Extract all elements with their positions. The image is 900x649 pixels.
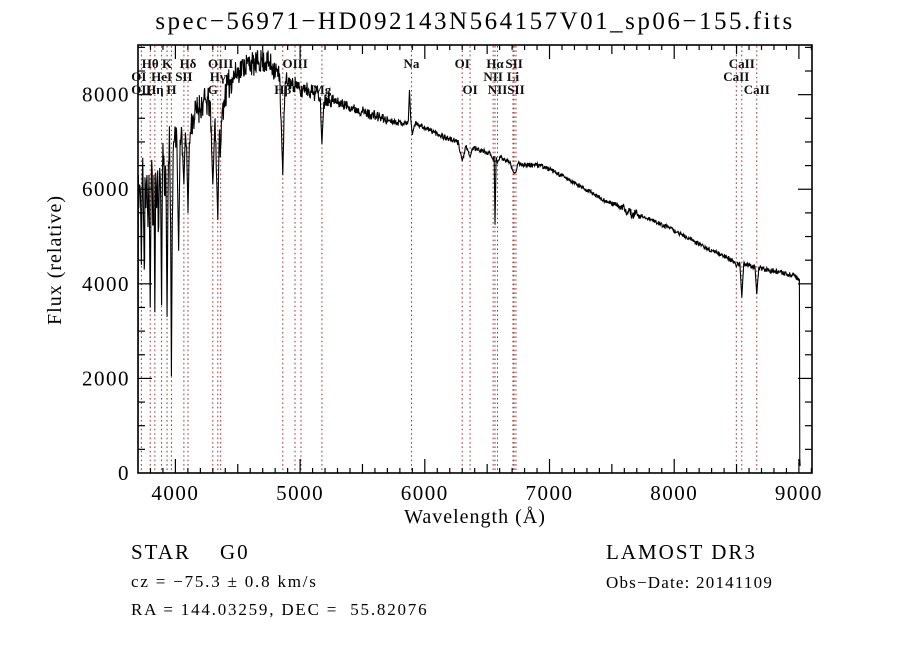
survey-release-text: LAMOST DR3	[606, 540, 757, 564]
spectral-line-label: Hθ	[142, 56, 159, 71]
spectral-line-label: Li	[507, 69, 520, 84]
spectral-line-label: HeI	[151, 69, 172, 84]
spectral-line-label: Hδ	[180, 56, 197, 71]
spectral-line-label: NII	[488, 82, 508, 97]
spectral-line-label: NII	[483, 69, 503, 84]
spectral-line-label: G	[208, 82, 218, 97]
obs-date-text: Obs−Date: 20141109	[606, 573, 774, 592]
spectral-line-label: SII	[175, 69, 192, 84]
x-axis-label: Wavelength (Å)	[404, 506, 546, 528]
spectral-line-label: Hη	[146, 82, 164, 97]
spectral-line-label: Hβ	[274, 82, 291, 97]
spectral-line-label: SII	[507, 82, 524, 97]
x-tick-label: 9000	[775, 481, 823, 505]
y-tick-label: 2000	[82, 366, 130, 390]
radial-velocity-text: cz = −75.3 ± 0.8 km/s	[131, 572, 318, 591]
spectral-line-label: Na	[404, 56, 420, 71]
y-tick-label: 8000	[82, 83, 130, 107]
plot-frame	[137, 44, 813, 474]
x-tick-label: 8000	[650, 481, 698, 505]
page-title: spec−56971−HD092143N564157V01_sp06−155.f…	[155, 8, 795, 35]
y-tick-label: 0	[118, 461, 130, 485]
spectral-line-label: CaII	[729, 56, 755, 71]
spectral-line-label: Hα	[486, 56, 504, 71]
spectral-line-label: CaII	[744, 82, 770, 97]
y-tick-label: 6000	[82, 177, 130, 201]
x-tick-label: 6000	[401, 481, 449, 505]
spectral-line-label: SII	[505, 56, 522, 71]
spectral-line-label: OI	[462, 82, 477, 97]
spectral-line-label: Hγ	[210, 69, 226, 84]
x-tick-label: 5000	[276, 481, 324, 505]
spectral-line-label: OII	[131, 82, 151, 97]
spectral-line-label: OI	[131, 69, 146, 84]
coordinates-text: RA = 144.03259, DEC = 55.82076	[131, 600, 429, 619]
object-class-text: STAR G0	[131, 540, 250, 564]
spectral-line-label: H	[166, 82, 176, 97]
spectral-line-label: K	[162, 56, 173, 71]
spectral-line-label: CaII	[723, 69, 749, 84]
y-tick-label: 4000	[82, 272, 130, 296]
spectral-line-label: OI	[455, 56, 470, 71]
spectral-line-label: OIII	[208, 56, 233, 71]
x-tick-label: 4000	[151, 481, 199, 505]
spectrum-trace	[137, 50, 801, 466]
x-tick-label: 7000	[526, 481, 574, 505]
spectral-line-label: OIII	[282, 56, 307, 71]
